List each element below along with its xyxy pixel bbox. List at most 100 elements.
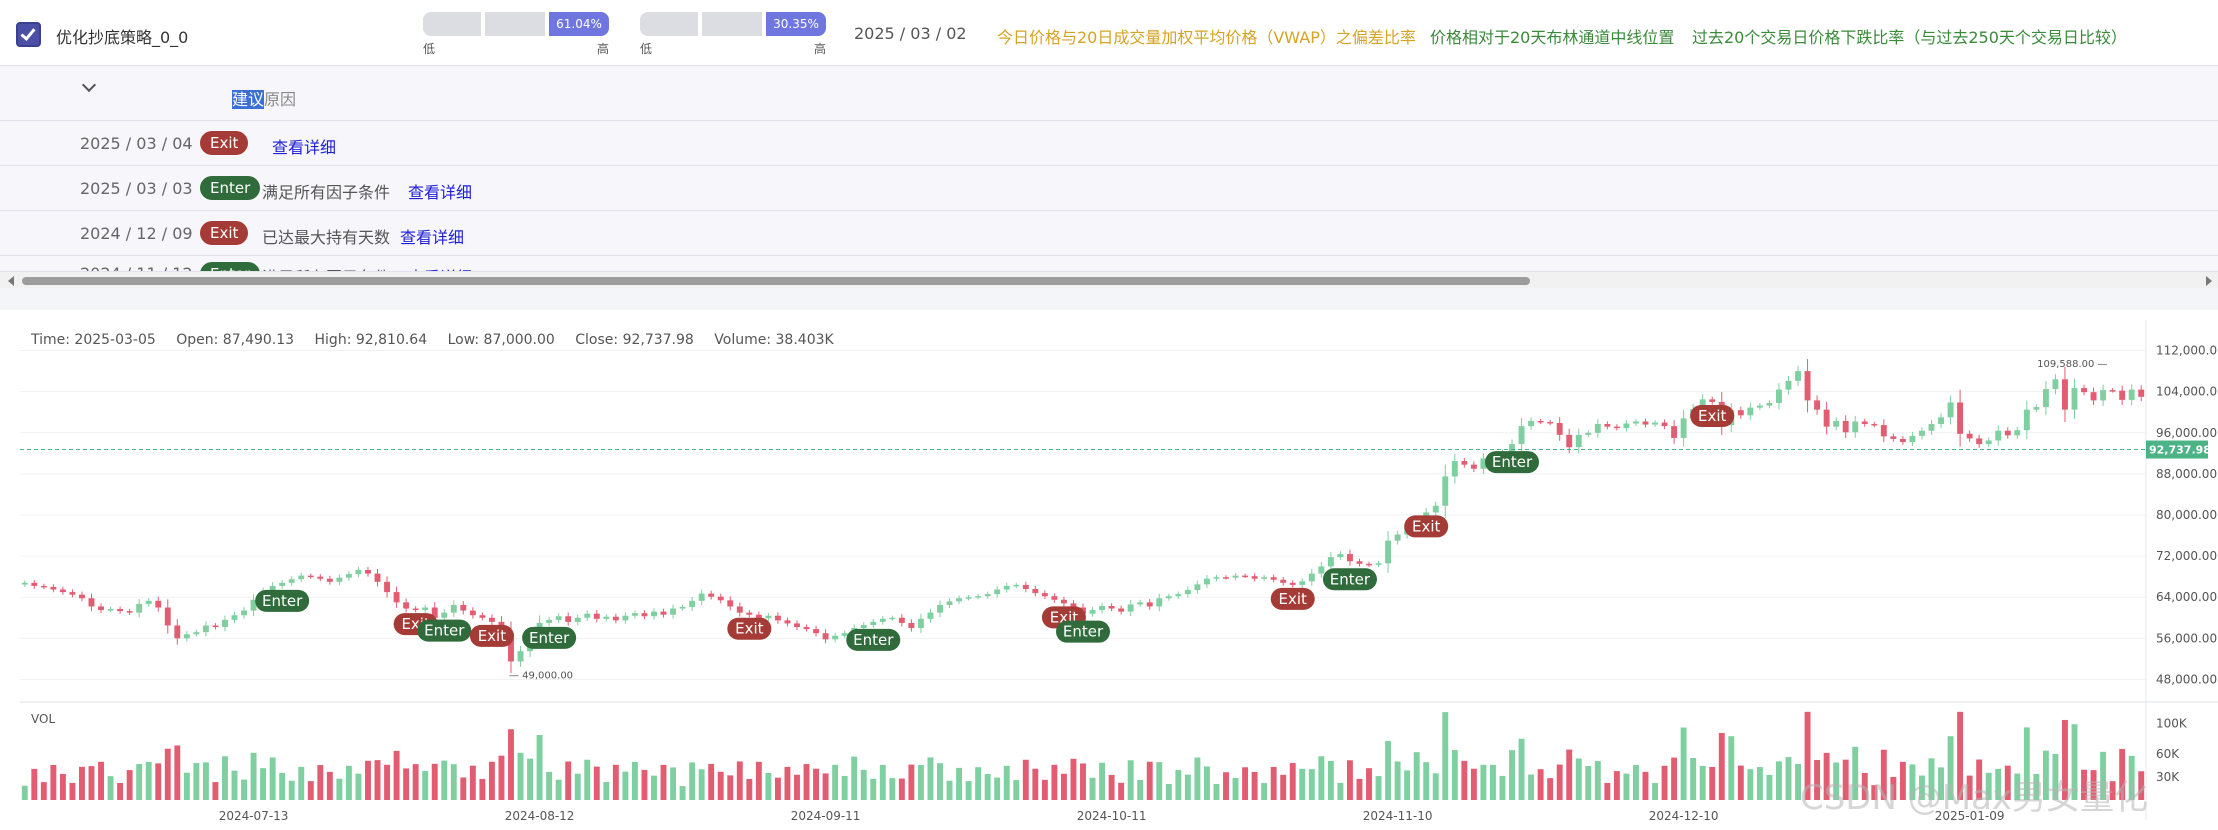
candle-body	[1194, 584, 1201, 591]
candle-body	[69, 592, 76, 595]
scrollbar-thumb[interactable]	[22, 277, 1530, 285]
volume-bar	[1899, 761, 1906, 800]
candle-body	[1919, 430, 1925, 436]
candle-body	[2062, 379, 2068, 410]
candle-body	[1461, 461, 1468, 465]
candle-body	[1518, 426, 1525, 445]
volume-bar	[1623, 773, 1630, 800]
detail-link[interactable]: 查看详细	[272, 138, 337, 157]
volume-bar	[1985, 772, 1992, 800]
volume-bar	[1356, 778, 1363, 800]
volume-bar	[1041, 779, 1048, 800]
volume-bar	[746, 778, 753, 800]
candlestick-chart[interactable]: Time: 2025-03-05 Open: 87,490.13 High: 9…	[0, 310, 2218, 830]
candle-body	[1947, 402, 1954, 418]
ohlc-close: Close: 92,737.98	[575, 332, 694, 348]
candle-body	[374, 573, 381, 582]
detail-link[interactable]: 查看详细	[400, 228, 465, 247]
volume-bar	[1518, 738, 1525, 800]
chart-canvas[interactable]: 48,000.00 56,000.00 64,000.00 72,000.00 80,0…	[0, 310, 2218, 830]
volume-bar	[441, 760, 448, 800]
detail-link[interactable]: 查看详细	[408, 264, 472, 271]
volume-bar	[222, 756, 228, 800]
volume-bar	[21, 785, 28, 800]
volume-bar	[1327, 760, 1334, 800]
trade-marker-enter	[255, 589, 310, 612]
price-tick-label: 48,000.00	[2156, 672, 2217, 686]
volume-bar	[403, 768, 410, 800]
candle-body	[1709, 399, 1716, 402]
candle-body	[2023, 409, 2030, 431]
candle-body	[422, 607, 429, 611]
trade-marker-label: Enter	[853, 631, 894, 649]
volume-bar	[1947, 736, 1954, 800]
gauge-low-label: 低	[423, 42, 436, 56]
volume-bar	[2033, 773, 2040, 800]
candle-body	[1070, 603, 1077, 608]
candle-body	[298, 575, 305, 580]
volume-bar	[1375, 776, 1382, 800]
volume-bar	[2138, 771, 2145, 800]
volume-bar	[1223, 772, 1229, 800]
volume-bar	[422, 770, 429, 800]
strategy-checkbox[interactable]	[16, 22, 41, 47]
volume-bar	[898, 778, 905, 800]
volume-bar	[1280, 774, 1287, 800]
trade-marker-enter	[1056, 620, 1110, 643]
trade-marker-exit	[469, 624, 514, 647]
factor-vwap: 今日价格与20日成交量加权平均价格（VWAP）之偏差比率	[997, 28, 1416, 47]
volume-bar	[1642, 771, 1649, 800]
price-tick-label: 88,000.00	[2156, 467, 2217, 481]
volume-bar	[1127, 760, 1134, 800]
volume-bar	[88, 766, 95, 800]
candle-body	[1938, 417, 1944, 425]
candle-body	[1747, 407, 1754, 416]
gauge-high-label: 高	[596, 42, 609, 56]
trade-marker-label: Exit	[1279, 590, 1308, 608]
price-tick-label: 72,000.00	[2156, 549, 2217, 563]
candle-body	[956, 598, 963, 602]
candle-body	[1976, 438, 1983, 445]
candle-body	[1575, 434, 1582, 448]
volume-bar	[1232, 777, 1239, 800]
time-tick-label: 2024-08-12	[505, 809, 575, 823]
candle-body	[1118, 608, 1125, 612]
volume-bar	[1242, 767, 1249, 800]
volume-bar	[622, 771, 629, 800]
volume-bar	[1451, 750, 1458, 800]
volume-bar	[1118, 782, 1125, 800]
candle-body	[1232, 575, 1239, 578]
volume-bar	[2090, 770, 2097, 800]
volume-bar	[879, 764, 886, 800]
candle-body	[2100, 390, 2107, 401]
candle-body	[1356, 561, 1363, 564]
volume-bar	[870, 778, 877, 800]
candle-body	[2033, 407, 2040, 410]
min-price-annotation: — 49,000.00	[509, 670, 573, 681]
scroll-left-icon[interactable]	[8, 276, 14, 286]
price-tick-label: 80,000.00	[2156, 508, 2217, 522]
ohlc-volume: Volume: 38.403K	[714, 332, 834, 348]
volume-bar	[136, 764, 143, 800]
candle-body	[98, 606, 104, 611]
volume-bar	[832, 764, 839, 800]
volume-bar	[393, 750, 400, 800]
candle-body	[746, 612, 753, 615]
volume-bar	[498, 755, 505, 800]
volume-bar	[479, 778, 486, 800]
candle-body	[1346, 554, 1353, 562]
candle-body	[1280, 579, 1287, 583]
volume-bar	[1099, 762, 1106, 800]
detail-link[interactable]: 查看详细	[408, 183, 473, 202]
chevron-down-icon[interactable]	[81, 77, 97, 93]
max-price-annotation: 109,588.00 —	[2037, 359, 2107, 370]
candle-body	[1833, 420, 1840, 427]
trade-list-header: 建议原因	[0, 66, 2218, 121]
scroll-right-icon[interactable]	[2206, 276, 2212, 286]
candle-body	[1661, 422, 1668, 427]
candle-body	[384, 581, 391, 593]
candle-body	[441, 612, 448, 618]
volume-bar	[2119, 749, 2126, 800]
candle-body	[1785, 380, 1792, 390]
volume-bar	[250, 752, 257, 800]
